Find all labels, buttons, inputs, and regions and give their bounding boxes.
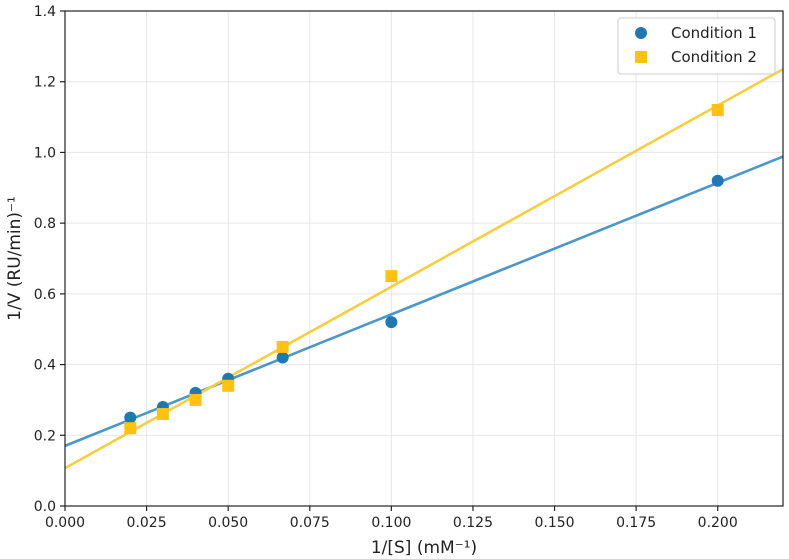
x-tick-label: 0.050	[208, 515, 248, 531]
data-point-series-1	[276, 351, 289, 364]
legend-box	[617, 17, 776, 75]
legend-label-condition-2: Condition 2	[671, 48, 757, 66]
data-point-series-2	[711, 104, 724, 116]
data-point-series-1	[385, 316, 398, 329]
x-axis-label: 1/[S] (mM⁻¹)	[371, 538, 477, 558]
fit-lines	[64, 67, 784, 470]
fit-line-series-1	[64, 155, 784, 448]
legend: Condition 1 Condition 2	[617, 17, 776, 75]
y-axis-label: 1/V (RU/min)⁻¹	[5, 196, 25, 321]
y-tick-label: 0.8	[34, 216, 56, 232]
y-tick-label: 0.2	[34, 428, 56, 444]
x-tick-label: 0.200	[698, 515, 738, 531]
x-tick-label: 0.100	[371, 515, 411, 531]
x-tick-label: 0.025	[127, 515, 167, 531]
data-point-series-2	[222, 379, 235, 392]
y-tick-label: 0.6	[34, 287, 56, 303]
legend-label-condition-1: Condition 1	[671, 24, 757, 42]
x-tick-label: 0.075	[290, 515, 330, 531]
data-points	[124, 104, 724, 435]
x-tick-label: 0.000	[45, 515, 85, 531]
y-tick-label: 0.4	[34, 358, 56, 374]
x-tick-label: 0.150	[534, 515, 574, 531]
y-tick-label: 1.4	[34, 4, 56, 20]
y-tick-label: 1.0	[34, 145, 56, 161]
data-point-series-2	[124, 422, 137, 435]
data-point-series-2	[156, 408, 169, 421]
grid	[64, 10, 783, 507]
x-axis-ticks: 0.000 0.025 0.050 0.075 0.100 0.125 0.150 0.175…	[45, 506, 738, 531]
y-tick-label: 0.0	[34, 499, 56, 515]
data-point-series-2	[189, 393, 202, 406]
x-tick-label: 0.125	[453, 515, 493, 531]
y-tick-label: 1.2	[34, 75, 56, 91]
plot-frame	[64, 10, 784, 507]
legend-marker-condition-1	[635, 27, 647, 39]
y-axis-ticks: 0.0 0.2 0.4 0.6 0.8 1.0 1.2 1.4	[34, 4, 65, 515]
data-point-series-2	[276, 340, 289, 353]
data-point-series-1	[711, 174, 724, 187]
data-point-series-1	[124, 411, 137, 424]
fit-line-series-2	[64, 67, 784, 470]
legend-marker-condition-2	[635, 51, 647, 63]
x-tick-label: 0.175	[616, 515, 656, 531]
data-point-series-2	[385, 270, 398, 283]
